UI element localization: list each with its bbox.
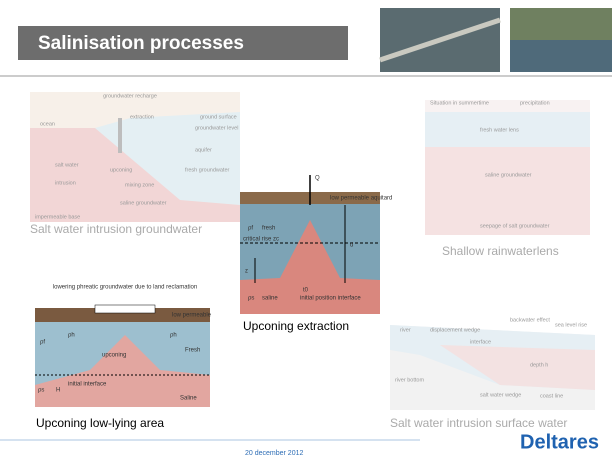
label: z (245, 269, 248, 275)
label: saline groundwater (120, 200, 167, 206)
label: upconing (102, 353, 126, 359)
label: low permeable aquitard (330, 196, 392, 202)
label: sea level rise (555, 322, 587, 328)
label: river bottom (395, 377, 424, 383)
label: low permeable (172, 313, 212, 319)
label: river (400, 327, 411, 333)
slide: Salinisation processes groundwater recha… (0, 0, 612, 461)
label: Situation in summertime (430, 100, 489, 106)
caption: Upconing extraction (243, 319, 349, 333)
label: critical rise zc (243, 237, 279, 243)
label: ρf (248, 226, 253, 232)
label: ρs (38, 388, 44, 394)
caption: Salt water intrusion groundwater (30, 222, 202, 236)
label: mixing zone (125, 182, 154, 188)
label: interface (470, 339, 491, 345)
label: ρh (68, 333, 75, 339)
label: salt water wedge (480, 392, 521, 398)
label: ocean (40, 121, 55, 127)
label: seepage of salt groundwater (480, 223, 550, 229)
label: groundwater recharge (103, 93, 157, 99)
label: initial position interface (300, 296, 361, 302)
label: lowering phreatic groundwater due to lan… (53, 285, 197, 291)
label: backwater effect (510, 317, 550, 323)
label: aquifer (195, 147, 212, 153)
logo: Deltares (520, 431, 599, 453)
figure-3 (425, 100, 590, 235)
label: depth h (530, 362, 548, 368)
label: salt water (55, 162, 79, 168)
label: upconing (110, 167, 132, 173)
label: groundwater level (195, 125, 238, 131)
label: saline groundwater (485, 172, 532, 178)
label: extraction (130, 114, 154, 120)
label: ground surface (200, 114, 237, 120)
caption: Salt water intrusion surface water (390, 416, 567, 430)
caption: Shallow rainwaterlens (442, 244, 559, 258)
label: saline (262, 296, 278, 302)
label: fresh water lens (480, 127, 519, 133)
label: coast line (540, 393, 563, 399)
caption: Upconing low-lying area (36, 416, 164, 430)
saline (425, 147, 590, 235)
polder (95, 305, 155, 313)
label: intrusion (55, 180, 76, 186)
label: fresh (262, 226, 275, 232)
label: Fresh (185, 348, 200, 354)
slide-title: Salinisation processes (38, 33, 244, 54)
well (118, 118, 122, 153)
photo-water (510, 40, 612, 72)
label: H (56, 388, 60, 394)
label: initial interface (68, 382, 107, 388)
label: displacement wedge (430, 327, 480, 333)
label: d (350, 243, 353, 249)
label: Saline (180, 396, 197, 402)
label: Q (315, 176, 320, 182)
label: impermeable base (35, 214, 80, 220)
label: ρh (170, 333, 177, 339)
label: ρs (248, 296, 254, 302)
label: ρf (40, 340, 45, 346)
footer-date: 20 december 2012 (245, 450, 303, 457)
label: t0 (303, 288, 309, 294)
label: fresh groundwater (185, 167, 229, 173)
label: precipitation (520, 100, 550, 106)
